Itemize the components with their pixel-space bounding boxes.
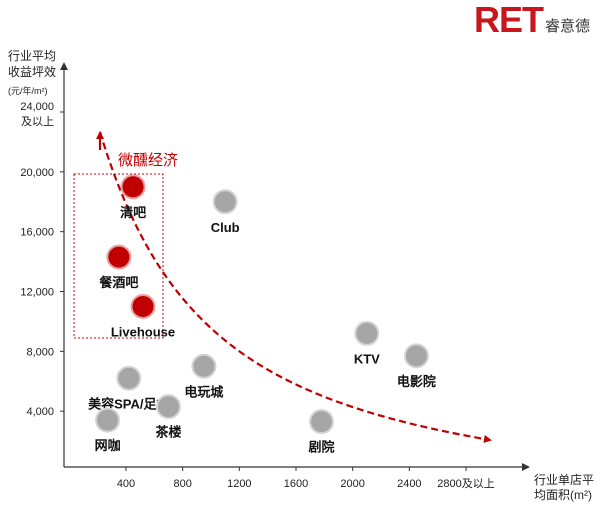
data-point-label: Club	[211, 220, 240, 235]
data-point-label: 餐酒吧	[98, 275, 138, 290]
x-tick-label: 1200	[227, 478, 251, 490]
x-axis-title: 均面积(m²)	[534, 488, 592, 502]
x-axis-title: 行业单店平	[534, 473, 594, 487]
data-point	[130, 293, 156, 319]
y-tick-label: 24,000	[20, 101, 54, 113]
data-point-label: 茶楼	[155, 425, 181, 440]
y-tick-label: 20,000	[20, 167, 54, 179]
data-point-label: KTV	[354, 351, 380, 366]
y-axis-unit: (元/年/m²)	[8, 85, 48, 96]
trend-arrow-curve	[98, 131, 492, 443]
data-point-label: 电玩城	[184, 384, 223, 399]
data-point	[212, 189, 238, 215]
data-point	[116, 365, 142, 391]
data-point	[309, 409, 334, 435]
brand-logo: RET 睿意德	[474, 2, 590, 38]
data-point-label: 网咖	[95, 438, 121, 453]
y-tick-label: 4,000	[26, 406, 54, 418]
x-tick-label: 800	[173, 478, 191, 490]
data-point	[354, 320, 380, 346]
data-point-label: 剧院	[308, 440, 334, 455]
y-tick-label: 16,000	[20, 227, 54, 239]
y-tick-label: 8,000	[26, 346, 54, 358]
y-axis-title: 收益坪效	[8, 64, 56, 79]
data-point	[156, 394, 181, 420]
highlight-frame	[73, 173, 164, 339]
data-point-label: 美容SPA/足疗	[88, 396, 169, 411]
y-axis-title: 行业平均	[8, 49, 56, 63]
trend-label: 微醺经济	[118, 152, 178, 169]
brand-name: 睿意德	[544, 17, 590, 35]
x-tick-label: 1600	[284, 478, 308, 490]
y-tick-label: 及以上	[21, 115, 54, 128]
data-point	[106, 244, 132, 270]
data-point-label: 清吧	[120, 205, 146, 220]
data-point	[191, 353, 217, 379]
data-point	[120, 174, 146, 200]
x-tick-label: 2800及以上	[437, 477, 494, 490]
y-tick-label: 12,000	[20, 287, 54, 299]
x-tick-label: 400	[117, 478, 135, 490]
brand-logo-mark: RET	[473, 0, 544, 40]
data-point	[95, 407, 121, 433]
x-tick-label: 2000	[340, 478, 364, 490]
data-point-label: Livehouse	[111, 324, 175, 339]
data-point-label: 电影院	[397, 374, 436, 389]
x-tick-label: 2400	[397, 478, 421, 490]
data-point	[403, 343, 429, 369]
